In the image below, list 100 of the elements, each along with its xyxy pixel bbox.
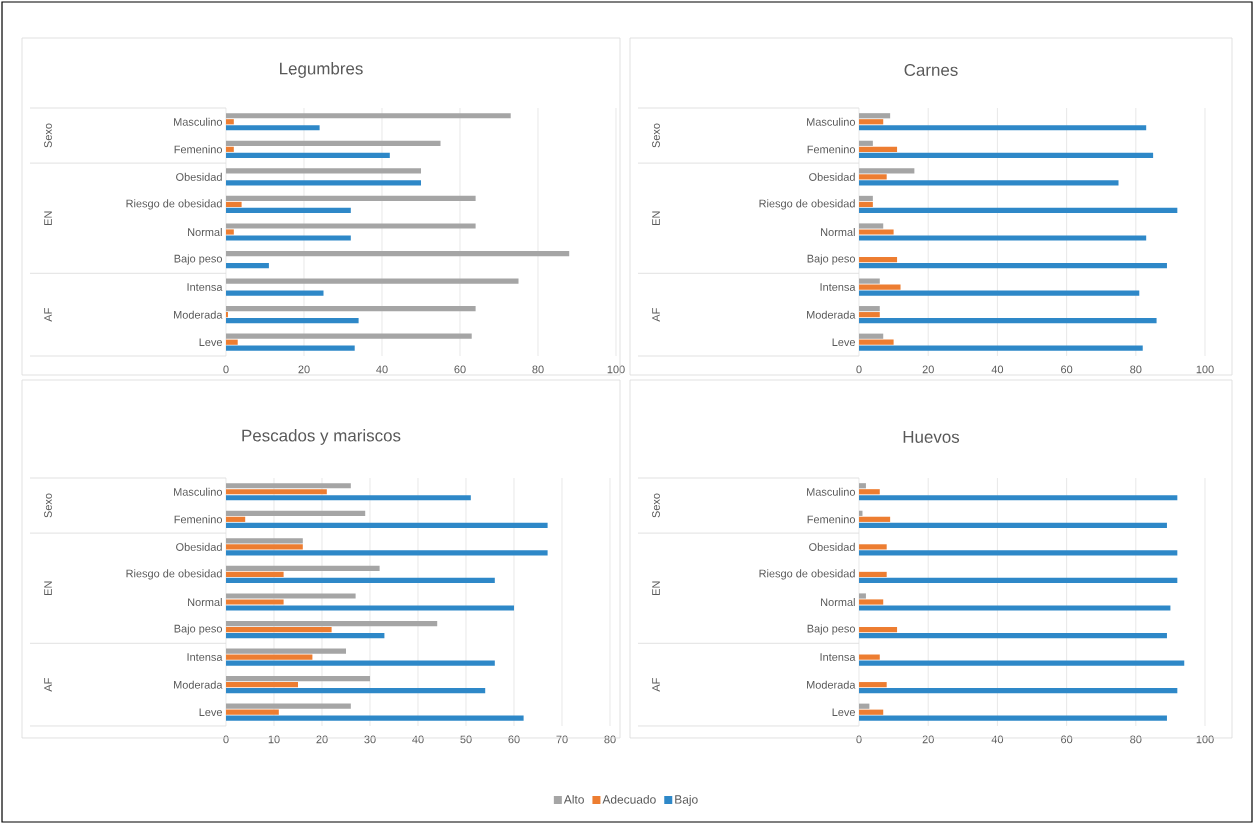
bar <box>859 550 1178 556</box>
bar <box>226 522 548 528</box>
legend-label: Alto <box>563 794 584 804</box>
bar <box>226 626 332 633</box>
x-tick-label: 40 <box>991 735 1004 744</box>
bar <box>226 306 476 312</box>
bar <box>226 229 234 235</box>
bar <box>859 195 873 202</box>
bar <box>859 688 1178 694</box>
y-tick-label: Obesidad <box>176 542 222 551</box>
bar <box>226 688 486 694</box>
bar <box>226 654 313 660</box>
x-tick-label: 100 <box>607 365 625 374</box>
legend-label: Bajo <box>675 794 698 807</box>
bar <box>859 703 870 709</box>
bar <box>226 262 269 269</box>
y-tick-label: Masculino <box>807 117 856 126</box>
y-tick-label: Riesgo de obesidad <box>759 569 855 580</box>
x-tick-label: 100 <box>1196 735 1214 744</box>
bar <box>226 660 495 666</box>
bar <box>859 201 873 208</box>
bar <box>226 577 495 584</box>
bar <box>859 709 884 715</box>
y-tick-label: Obesidad <box>176 172 222 181</box>
bar <box>859 318 1157 324</box>
chart-title: Legumbres <box>280 62 363 78</box>
y-tick-label: Masculino <box>174 117 223 126</box>
bar <box>859 140 873 146</box>
bar <box>226 195 476 202</box>
bar <box>226 605 515 611</box>
bar <box>226 632 385 639</box>
y-tick-label: Leve <box>832 708 855 717</box>
bar <box>859 516 891 522</box>
bar <box>226 565 380 572</box>
bar <box>226 345 355 351</box>
legend-label: Adecuado <box>602 794 656 804</box>
bar <box>226 125 320 131</box>
x-tick-label: 20 <box>298 365 310 374</box>
y-tick-label: Moderada <box>174 310 223 319</box>
text: AF <box>652 308 660 322</box>
bar <box>859 146 898 152</box>
y-tick-label: Femenino <box>807 515 856 524</box>
x-tick-label: 0 <box>856 735 862 744</box>
y-tick-label: Femenino <box>174 515 223 524</box>
bar <box>859 152 1154 158</box>
bar <box>859 256 898 263</box>
y-tick-label: Bajo peso <box>174 624 222 635</box>
bar <box>226 599 284 605</box>
y-tick-label: Femenino <box>174 145 223 154</box>
y-tick-label: Masculino <box>807 487 856 496</box>
bar <box>226 318 359 324</box>
bar <box>859 168 915 174</box>
x-tick-label: 20 <box>922 365 934 374</box>
y-tick-label: Normal <box>188 597 222 607</box>
y-tick-label: Riesgo de obesidad <box>126 199 222 210</box>
bar <box>859 207 1178 214</box>
bar <box>226 715 524 721</box>
y-tick-label: Bajo peso <box>807 254 855 265</box>
text: Sexo <box>652 493 660 518</box>
text: Sexo <box>44 123 52 148</box>
bar <box>859 495 1178 501</box>
x-tick-label: 100 <box>1196 365 1214 374</box>
text: Sexo <box>652 123 660 148</box>
chart-title: Huevos <box>903 431 960 443</box>
bar <box>226 495 471 501</box>
y-tick-label: Bajo peso <box>174 254 222 265</box>
y-tick-label: Intensa <box>187 283 223 291</box>
y-tick-label: Leve <box>832 338 855 347</box>
bar <box>226 278 519 284</box>
y-tick-label: Obesidad <box>809 542 855 551</box>
bar <box>859 544 887 550</box>
bar <box>226 168 422 174</box>
y-tick-label: Intensa <box>820 653 856 661</box>
x-tick-label: 40 <box>412 735 424 744</box>
bar <box>859 284 901 290</box>
y-tick-label: Leve <box>199 708 222 717</box>
bar <box>226 489 327 495</box>
x-tick-label: 70 <box>556 735 568 744</box>
bar <box>859 715 1167 721</box>
bar <box>226 119 234 125</box>
x-tick-label: 80 <box>1130 365 1142 374</box>
text: EN <box>44 581 52 595</box>
bar <box>226 290 324 296</box>
y-tick-label: Riesgo de obesidad <box>126 569 222 580</box>
bar <box>226 676 371 682</box>
bar <box>859 489 880 495</box>
bar <box>226 339 238 345</box>
bar <box>859 577 1178 584</box>
bar <box>859 235 1147 241</box>
bar <box>226 516 246 522</box>
y-tick-label: Leve <box>199 338 222 347</box>
x-tick-label: 80 <box>1130 735 1142 744</box>
y-tick-label: Intensa <box>820 283 856 291</box>
x-tick-label: 20 <box>922 735 934 744</box>
bar <box>859 345 1143 351</box>
bar <box>226 333 472 339</box>
text: AF <box>652 678 660 692</box>
x-tick-label: 40 <box>991 365 1004 374</box>
text: EN <box>44 211 52 225</box>
bar <box>226 538 303 544</box>
